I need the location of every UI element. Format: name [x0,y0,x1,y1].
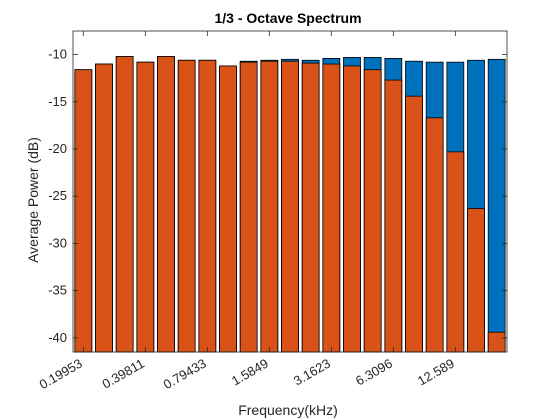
front-bar-9 [239,61,258,353]
front-bar-21 [487,331,506,353]
front-bar-8 [219,65,237,353]
front-bar-2 [95,63,113,353]
x-tick-label: 12.589 [415,356,457,389]
front-bar-10 [260,60,279,353]
front-bar-14 [343,65,361,353]
front-bar-12 [301,62,320,353]
y-axis-label: Average Power (dB) [25,137,41,263]
y-tick-label: -35 [48,283,67,298]
front-bar-15 [363,69,382,353]
front-bar-5 [157,56,175,353]
x-tick-label: 0.79433 [161,356,209,392]
front-bar-4 [136,61,155,353]
back-bar-21 [487,58,506,353]
front-bar-1 [74,69,93,353]
x-tick-label: 3.1623 [291,356,333,389]
y-tick-label: -30 [48,235,67,250]
front-bar-19 [446,151,465,353]
front-bar-13 [322,63,341,353]
x-tick-label: 0.39811 [99,356,146,392]
x-tick-label: 0.19953 [37,356,85,392]
x-tick-label: 1.5849 [229,356,271,389]
front-bar-17 [405,95,423,353]
y-tick-label: -10 [48,47,67,62]
chart-title: 1/3 - Octave Spectrum [214,10,361,26]
plot-frame [72,30,508,353]
y-tick-label: -25 [48,188,67,203]
y-tick-label: -20 [48,141,67,156]
front-bar-20 [467,208,485,353]
x-axis-label: Frequency(kHz) [238,402,338,418]
front-bar-3 [115,56,134,353]
front-bar-16 [384,79,403,353]
front-bar-7 [198,59,217,353]
plot-area: -10 -15 -20 -25 -30 -35 -40 0.19953 0.39811 0.794… [37,30,508,392]
front-bar-18 [425,117,444,353]
front-bar-11 [281,60,299,353]
front-bar-6 [177,59,196,353]
x-tick-label: 6.3096 [353,356,395,389]
y-tick-label: -15 [48,94,67,109]
y-tick-label: -40 [48,330,67,345]
